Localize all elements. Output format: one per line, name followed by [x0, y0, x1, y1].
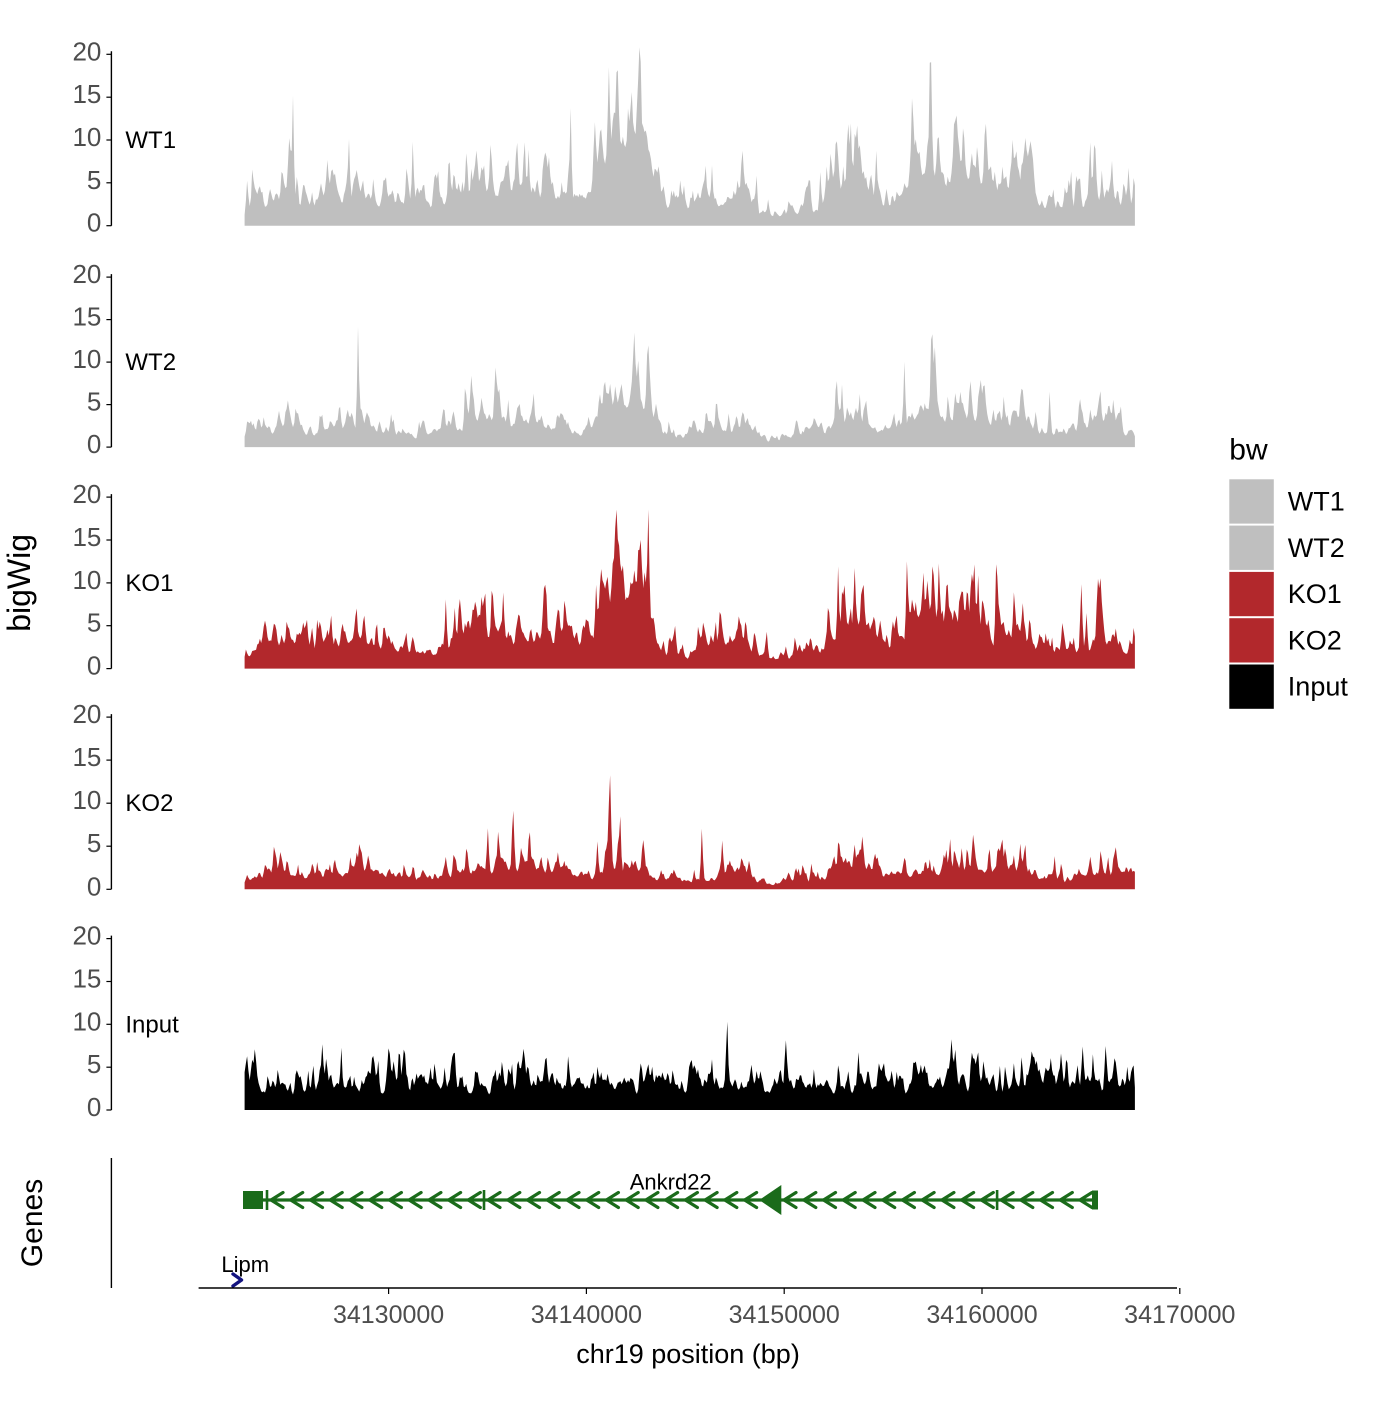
- svg-text:WT2: WT2: [125, 349, 176, 376]
- svg-text:5: 5: [87, 387, 101, 417]
- svg-text:15: 15: [72, 964, 101, 994]
- svg-text:0: 0: [87, 651, 101, 681]
- svg-text:5: 5: [87, 1049, 101, 1079]
- svg-text:15: 15: [72, 79, 101, 109]
- svg-text:WT1: WT1: [125, 127, 176, 154]
- svg-text:10: 10: [72, 1006, 101, 1036]
- svg-text:0: 0: [87, 871, 101, 901]
- svg-text:Input: Input: [125, 1011, 179, 1038]
- svg-text:5: 5: [87, 165, 101, 195]
- svg-text:KO1: KO1: [125, 570, 173, 597]
- svg-text:chr19 position (bp): chr19 position (bp): [576, 1339, 800, 1369]
- svg-text:5: 5: [87, 608, 101, 638]
- svg-text:20: 20: [72, 699, 101, 729]
- svg-text:KO2: KO2: [1288, 625, 1342, 655]
- svg-text:10: 10: [72, 785, 101, 815]
- svg-text:0: 0: [87, 1092, 101, 1122]
- svg-text:10: 10: [72, 565, 101, 595]
- svg-text:5: 5: [87, 828, 101, 858]
- svg-text:Input: Input: [1288, 672, 1349, 702]
- svg-text:34130000: 34130000: [333, 1301, 444, 1329]
- svg-text:34140000: 34140000: [531, 1301, 642, 1329]
- svg-text:34150000: 34150000: [729, 1301, 840, 1329]
- svg-text:15: 15: [72, 742, 101, 772]
- svg-text:WT1: WT1: [1288, 486, 1345, 516]
- svg-text:15: 15: [72, 302, 101, 332]
- svg-text:10: 10: [72, 122, 101, 152]
- svg-text:Lipm: Lipm: [221, 1252, 269, 1277]
- svg-text:bw: bw: [1229, 434, 1268, 467]
- svg-text:20: 20: [72, 921, 101, 951]
- svg-text:34160000: 34160000: [926, 1301, 1037, 1329]
- svg-text:20: 20: [72, 36, 101, 66]
- svg-text:KO1: KO1: [1288, 579, 1342, 609]
- svg-text:15: 15: [72, 522, 101, 552]
- svg-text:WT2: WT2: [1288, 533, 1345, 563]
- svg-text:10: 10: [72, 344, 101, 374]
- svg-text:KO2: KO2: [125, 790, 173, 817]
- svg-text:0: 0: [87, 208, 101, 238]
- svg-text:20: 20: [72, 259, 101, 289]
- svg-text:34170000: 34170000: [1124, 1301, 1235, 1329]
- svg-text:20: 20: [72, 479, 101, 509]
- svg-text:0: 0: [87, 429, 101, 459]
- svg-text:bigWig: bigWig: [1, 534, 37, 632]
- svg-text:Ankrd22: Ankrd22: [630, 1170, 712, 1195]
- svg-text:Genes: Genes: [16, 1179, 49, 1267]
